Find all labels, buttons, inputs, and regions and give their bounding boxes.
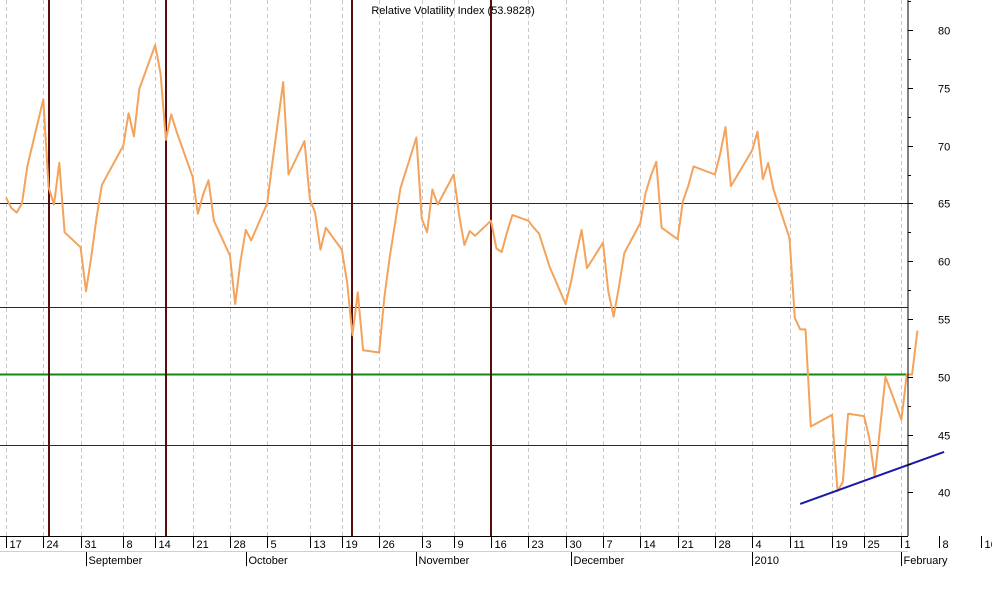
x-tick-label: 26 <box>383 539 395 551</box>
x-tick-label: 8 <box>127 539 133 551</box>
x-tick-label: 28 <box>719 539 731 551</box>
x-tick-label: 19 <box>346 539 358 551</box>
x-tick-label: 9 <box>458 539 464 551</box>
reference-lines <box>0 203 908 446</box>
x-tick-label: 5 <box>271 539 277 551</box>
x-tick-label: 7 <box>607 539 613 551</box>
x-tick-label: 24 <box>47 539 59 551</box>
x-tick-label: 16 <box>495 539 507 551</box>
y-tick-label: 55 <box>938 315 950 327</box>
x-tick-label: 14 <box>159 539 171 551</box>
y-tick-label: 40 <box>938 488 950 500</box>
x-tick-label: 16 <box>985 539 992 551</box>
x-tick-label: 21 <box>197 539 209 551</box>
x-tick-label: 8 <box>943 539 949 551</box>
y-tick-label: 70 <box>938 142 950 154</box>
x-tick-label: 25 <box>868 539 880 551</box>
x-tick-label: 31 <box>85 539 97 551</box>
x-tick-label: 11 <box>794 539 805 551</box>
vertical-markers <box>48 0 492 536</box>
y-tick-label: 75 <box>938 84 950 96</box>
x-tick-label: 4 <box>756 539 762 551</box>
x-tick-label: 30 <box>570 539 582 551</box>
x-tick-label: 1 <box>905 539 911 551</box>
y-tick-label: 80 <box>938 26 950 38</box>
month-label: September <box>89 555 143 567</box>
y-axis: 40 45 50 55 60 65 70 75 80 <box>908 1 950 500</box>
chart-title: Relative Volatility Index (53.9828) <box>371 5 534 17</box>
month-label: February <box>904 555 949 567</box>
y-tick-label: 50 <box>938 373 950 385</box>
y-tick-label: 60 <box>938 257 950 269</box>
y-tick-label: 65 <box>938 199 950 211</box>
series-layer <box>5 44 919 493</box>
trendline-layer <box>799 450 945 505</box>
x-tick-label: 17 <box>10 539 22 551</box>
x-axis: 17 24 31 8 14 21 28 5 13 19 26 3 9 16 23 30 7 14 21 28 4 11 19… <box>6 536 992 551</box>
month-axis: September October November December 2010 Febr… <box>0 551 949 567</box>
month-label: October <box>249 555 288 567</box>
month-label: November <box>419 555 470 567</box>
x-tick-label: 23 <box>532 539 544 551</box>
month-label: December <box>574 555 625 567</box>
y-tick-label: 45 <box>938 431 950 443</box>
x-tick-label: 3 <box>426 539 432 551</box>
x-tick-label: 19 <box>836 539 848 551</box>
trendline <box>799 450 945 505</box>
month-label: 2010 <box>755 555 779 567</box>
x-tick-label: 14 <box>644 539 656 551</box>
x-tick-label: 13 <box>314 539 326 551</box>
x-tick-label: 21 <box>682 539 694 551</box>
rvi-series-line <box>5 44 919 493</box>
x-tick-label: 28 <box>234 539 246 551</box>
